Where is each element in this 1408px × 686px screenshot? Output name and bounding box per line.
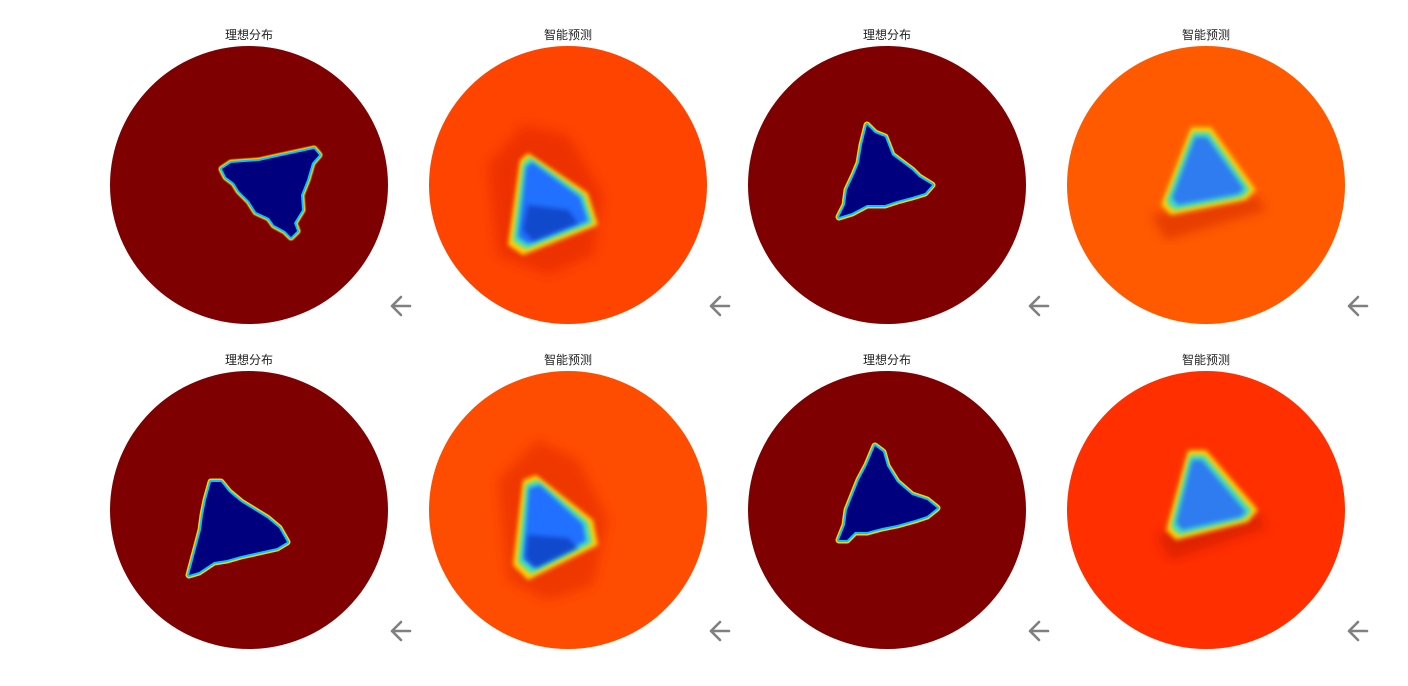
panel-predicted-4: 智能预测 <box>1056 353 1356 663</box>
back-arrow-button[interactable] <box>707 294 731 318</box>
arrow-left-icon <box>1028 620 1050 642</box>
panel-title: 理想分布 <box>862 353 911 367</box>
panel-title: 智能预测 <box>1181 353 1230 367</box>
panel-ideal-4: 理想分布 <box>737 353 1037 663</box>
panel-predicted-1: 智能预测 <box>418 28 718 338</box>
panel-ideal-1: 理想分布 <box>99 28 399 338</box>
ideal-distribution-image <box>110 371 388 649</box>
panel-title: 智能预测 <box>543 28 592 42</box>
panel-title: 理想分布 <box>224 28 273 42</box>
back-arrow-button[interactable] <box>1345 294 1369 318</box>
back-arrow-button[interactable] <box>1345 619 1369 643</box>
panel-ideal-3: 理想分布 <box>99 353 399 663</box>
panel-title: 理想分布 <box>224 353 273 367</box>
arrow-left-icon <box>390 295 412 317</box>
predicted-distribution-image <box>429 46 707 324</box>
panel-predicted-2: 智能预测 <box>1056 28 1356 338</box>
panel-predicted-3: 智能预测 <box>418 353 718 663</box>
panel-title: 智能预测 <box>1181 28 1230 42</box>
back-arrow-button[interactable] <box>1026 294 1050 318</box>
predicted-distribution-image <box>429 371 707 649</box>
arrow-left-icon <box>1028 295 1050 317</box>
predicted-distribution-image <box>1067 46 1345 324</box>
arrow-left-icon <box>1347 620 1369 642</box>
back-arrow-button[interactable] <box>707 619 731 643</box>
ideal-distribution-image <box>110 46 388 324</box>
predicted-distribution-image <box>1067 371 1345 649</box>
arrow-left-icon <box>709 620 731 642</box>
ideal-distribution-image <box>748 371 1026 649</box>
arrow-left-icon <box>1347 295 1369 317</box>
back-arrow-button[interactable] <box>388 294 412 318</box>
panel-title: 理想分布 <box>862 28 911 42</box>
panel-ideal-2: 理想分布 <box>737 28 1037 338</box>
arrow-left-icon <box>390 620 412 642</box>
arrow-left-icon <box>709 295 731 317</box>
back-arrow-button[interactable] <box>388 619 412 643</box>
ideal-distribution-image <box>748 46 1026 324</box>
back-arrow-button[interactable] <box>1026 619 1050 643</box>
panel-title: 智能预测 <box>543 353 592 367</box>
